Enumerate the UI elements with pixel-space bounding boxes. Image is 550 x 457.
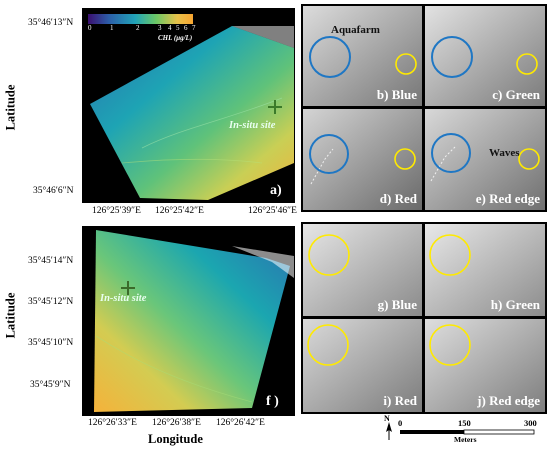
band-thumb-i: i) Red	[303, 319, 422, 412]
band-image	[303, 109, 422, 210]
band-label: j) Red edge	[477, 393, 540, 408]
lat-tick: 35°46′6″N	[33, 186, 74, 196]
lat-tick: 35°45′10″N	[28, 338, 74, 348]
cb-tick: 3	[158, 24, 162, 32]
area-circle	[394, 148, 416, 170]
cb-tick: 7	[192, 24, 196, 32]
lon-tick: 126°26′42″E	[216, 418, 265, 428]
lat-tick: 35°45′14″N	[28, 256, 74, 266]
insitu-site-label: In-situ site	[229, 120, 276, 131]
scale-unit: Meters	[454, 435, 477, 444]
band-thumb-g: g) Blue	[303, 224, 422, 316]
aquafarm-circle	[431, 36, 473, 78]
y-axis-title-bottom: Latitude	[3, 292, 18, 339]
area-circle	[516, 53, 538, 75]
lon-tick: 126°25′42″E	[155, 206, 204, 216]
insitu-marker-f	[121, 281, 135, 295]
band-thumb-e: Waves e) Red edge	[425, 109, 545, 210]
band-image	[303, 224, 422, 316]
band-grid-bottom: g) Blue h) Green i) Red	[301, 222, 547, 414]
band-image	[425, 224, 545, 316]
lon-tick: 126°25′39″E	[92, 206, 141, 216]
colorbar-unit: CHL (μg/L)	[158, 34, 193, 42]
aquafarm-annotation: Aquafarm	[331, 24, 380, 36]
lon-tick: 126°26′38″E	[152, 418, 201, 428]
panel-label-a: a)	[270, 183, 282, 198]
chl-map-a	[88, 14, 294, 200]
band-label: d) Red	[379, 191, 417, 206]
y-axis-title-top: Latitude	[3, 84, 18, 131]
band-label: e) Red edge	[475, 191, 540, 206]
scale-tick: 300	[524, 418, 537, 428]
colorbar-ticks-a: 0 1 2 3 4 5 6 7	[88, 24, 198, 34]
band-image	[303, 319, 422, 412]
map-panel-a: 0 1 2 3 4 5 6 7 CHL (μg/L) In-situ site …	[82, 8, 295, 203]
north-arrow-icon	[386, 422, 392, 432]
scale-tick: 0	[398, 418, 403, 428]
area-circle	[307, 324, 349, 366]
aquafarm-circle	[431, 133, 471, 173]
insitu-site-label: In-situ site	[100, 293, 147, 304]
aquafarm-circle	[309, 36, 351, 78]
cb-tick: 4	[168, 24, 172, 32]
band-grid-top: Aquafarm b) Blue c) Green	[301, 4, 547, 212]
area-circle	[518, 148, 540, 170]
band-thumb-c: c) Green	[425, 6, 545, 106]
band-thumb-j: j) Red edge	[425, 319, 545, 412]
panel-label-f: f )	[266, 394, 279, 409]
cb-tick: 2	[136, 24, 140, 32]
cb-tick: 1	[110, 24, 114, 32]
band-label: c) Green	[492, 87, 540, 102]
band-image	[303, 6, 422, 106]
cb-tick: 6	[184, 24, 188, 32]
band-label: b) Blue	[376, 87, 417, 102]
area-circle	[395, 53, 417, 75]
band-label: h) Green	[490, 297, 540, 312]
band-thumb-b: Aquafarm b) Blue	[303, 6, 422, 106]
band-thumb-d: d) Red	[303, 109, 422, 210]
waves-annotation: Waves	[489, 147, 520, 159]
lon-tick: 126°25′46″E	[248, 206, 297, 216]
band-thumb-h: h) Green	[425, 224, 545, 316]
x-axis-title: Longitude	[148, 432, 203, 446]
band-image	[425, 319, 545, 412]
area-circle	[308, 234, 350, 276]
lat-tick: 35°45′12″N	[28, 297, 74, 307]
scale-tick: 150	[458, 418, 471, 428]
lat-tick: 35°45′9″N	[30, 380, 71, 390]
insitu-marker-a	[268, 100, 282, 114]
aquafarm-circle	[309, 134, 349, 174]
lat-tick: 35°46′13″N	[28, 18, 74, 28]
area-circle	[429, 234, 471, 276]
scale-bar: N 0 150 300 Meters	[378, 414, 543, 452]
band-label: g) Blue	[377, 297, 417, 312]
colorbar-a	[88, 14, 193, 24]
band-image	[425, 109, 545, 210]
area-circle	[429, 324, 471, 366]
lon-tick: 126°26′33″E	[88, 418, 137, 428]
chl-map-f	[94, 230, 294, 412]
cb-tick: 5	[176, 24, 180, 32]
scale-bar-graphic	[386, 422, 535, 440]
map-panel-f: In-situ site f )	[82, 226, 295, 416]
band-label: i) Red	[383, 393, 417, 408]
north-label: N	[384, 414, 390, 423]
band-image	[425, 6, 545, 106]
cb-tick: 0	[88, 24, 92, 32]
